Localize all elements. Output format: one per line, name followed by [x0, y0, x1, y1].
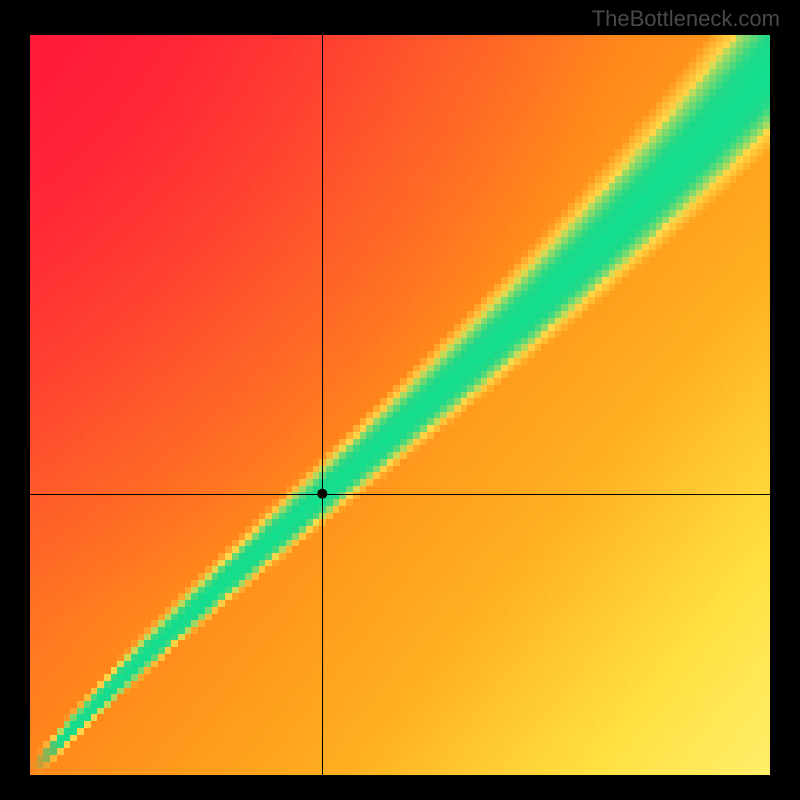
bottleneck-heatmap	[0, 0, 800, 800]
chart-container: TheBottleneck.com	[0, 0, 800, 800]
watermark-text: TheBottleneck.com	[592, 6, 780, 32]
